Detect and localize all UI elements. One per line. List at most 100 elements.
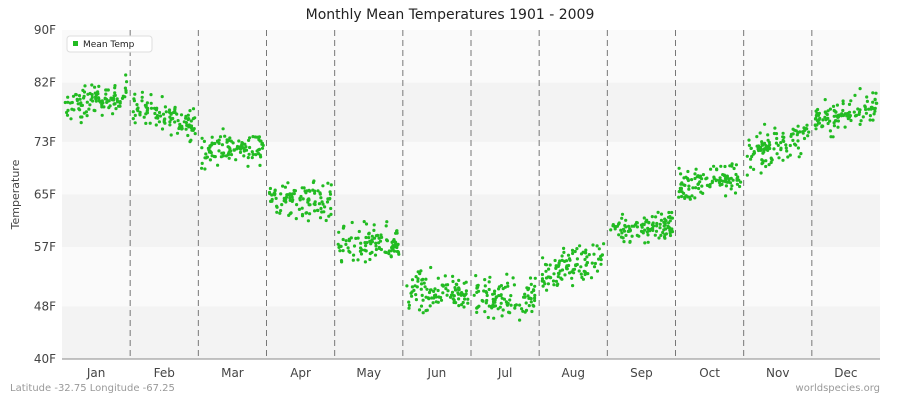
data-point <box>836 113 841 117</box>
legend-label: Mean Temp <box>83 40 135 50</box>
data-point <box>864 107 868 112</box>
data-point <box>585 261 590 265</box>
data-point <box>106 88 110 92</box>
data-point <box>796 139 800 143</box>
data-point <box>149 106 154 110</box>
data-point <box>246 164 250 168</box>
data-point <box>74 93 78 97</box>
data-point <box>258 139 262 143</box>
data-point <box>781 131 785 135</box>
data-point <box>755 135 759 139</box>
data-point <box>544 269 548 273</box>
data-point <box>505 302 509 306</box>
data-point <box>178 122 182 126</box>
data-point <box>456 291 460 295</box>
data-point <box>832 114 836 118</box>
data-point <box>453 286 457 290</box>
plot-band <box>62 247 880 307</box>
data-point <box>554 264 558 268</box>
data-point <box>161 112 166 116</box>
data-point <box>654 215 658 219</box>
data-point <box>622 240 626 244</box>
data-point <box>587 253 591 257</box>
data-point <box>513 306 517 310</box>
data-point <box>560 268 565 272</box>
data-point <box>377 241 381 245</box>
x-tick-label: Mar <box>221 366 244 380</box>
data-point <box>823 115 827 119</box>
data-point <box>113 86 117 90</box>
data-point <box>826 109 830 113</box>
data-point <box>637 234 641 238</box>
data-point <box>846 111 850 116</box>
data-point <box>451 274 455 278</box>
data-point <box>291 198 295 202</box>
data-point <box>814 116 818 120</box>
y-tick-label: 57F <box>34 240 56 254</box>
data-point <box>329 183 333 187</box>
data-point <box>240 141 245 145</box>
data-point <box>769 156 773 160</box>
data-point <box>436 288 440 293</box>
data-point <box>518 318 522 322</box>
data-point <box>526 294 530 298</box>
data-point <box>133 121 137 125</box>
data-point <box>416 277 420 281</box>
data-point <box>628 240 632 244</box>
data-point <box>589 276 594 280</box>
data-point <box>431 301 435 305</box>
data-point <box>694 167 698 171</box>
data-point <box>847 115 852 119</box>
data-point <box>307 198 311 202</box>
data-point <box>521 309 525 313</box>
data-point <box>88 91 92 96</box>
data-point <box>419 304 424 308</box>
data-point <box>526 288 530 292</box>
data-point <box>305 211 309 215</box>
data-point <box>560 254 564 258</box>
data-point <box>595 269 600 273</box>
data-point <box>693 196 697 200</box>
data-point <box>781 138 785 142</box>
data-point <box>102 105 106 109</box>
data-point <box>533 293 537 297</box>
data-point <box>658 226 662 230</box>
data-point <box>250 156 254 160</box>
data-point <box>502 297 506 301</box>
data-point <box>650 215 654 219</box>
data-point <box>280 203 284 207</box>
data-point <box>164 110 168 114</box>
data-point <box>358 249 362 253</box>
data-point <box>864 111 869 115</box>
data-point <box>144 104 148 108</box>
data-point <box>144 112 148 116</box>
data-point <box>542 280 546 284</box>
data-point <box>529 297 533 301</box>
data-point <box>125 80 129 84</box>
data-point <box>246 156 250 160</box>
data-point <box>472 293 476 297</box>
data-point <box>773 126 777 130</box>
data-point <box>512 283 517 287</box>
data-point <box>723 164 727 169</box>
data-point <box>257 147 262 151</box>
data-point <box>279 209 283 213</box>
data-point <box>836 119 841 123</box>
data-point <box>687 187 691 191</box>
data-point <box>80 115 84 119</box>
data-point <box>210 141 214 145</box>
data-point <box>592 252 596 256</box>
data-point <box>97 84 101 88</box>
data-point <box>118 100 122 104</box>
data-point <box>642 216 646 220</box>
data-point <box>222 151 226 155</box>
data-point <box>444 283 448 287</box>
data-point <box>572 271 576 275</box>
data-point <box>327 214 331 218</box>
data-point <box>659 218 664 222</box>
data-point <box>487 287 491 292</box>
data-point <box>791 132 795 136</box>
data-point <box>149 101 153 105</box>
data-point <box>501 308 505 312</box>
data-point <box>185 123 189 127</box>
